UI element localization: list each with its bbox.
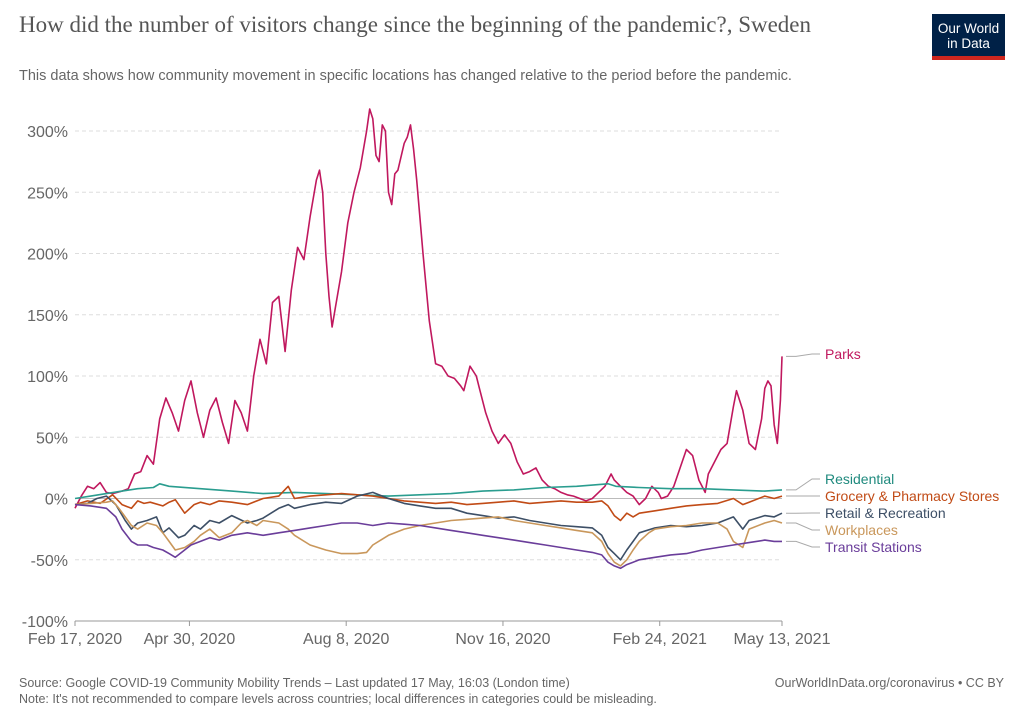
series-line-grocery-pharmacy-stores[interactable] (74, 485, 783, 522)
series-line-residential[interactable] (74, 483, 783, 500)
source-text: Source: Google COVID-19 Community Mobili… (19, 676, 570, 690)
x-tick-label: Apr 30, 2020 (144, 631, 236, 648)
legend-label[interactable]: Parks (825, 346, 861, 362)
series-layer (74, 108, 783, 570)
x-tick-label: May 13, 2021 (734, 631, 831, 648)
series-line-retail-recreation[interactable] (74, 491, 783, 561)
y-tick-label: -50% (31, 553, 68, 570)
legend-connector (786, 353, 820, 357)
legend-connector (786, 522, 820, 531)
legend-label[interactable]: Transit Stations (825, 539, 922, 555)
y-tick-label: 150% (27, 308, 68, 325)
y-tick-label: 250% (27, 185, 68, 202)
logo-line-2: in Data (947, 36, 990, 51)
legend-label[interactable]: Retail & Recreation (825, 505, 946, 521)
y-tick-label: 50% (36, 430, 68, 447)
y-tick-label: -100% (22, 614, 68, 631)
legend-label[interactable]: Workplaces (825, 522, 898, 538)
axis-layer: -100% -50% 0% 50% 100% 150% 200% 250% 300% Feb 17… (22, 124, 831, 648)
y-tick-label: 100% (27, 369, 68, 386)
y-tick-label: 200% (27, 247, 68, 264)
logo-line-1: Our World (937, 21, 1000, 36)
legend-connector (786, 540, 820, 548)
x-tick-label: Feb 24, 2021 (613, 631, 707, 648)
series-line-transit-stations[interactable] (74, 503, 782, 570)
y-tick-label: 0% (45, 492, 68, 509)
x-tick-label: Feb 17, 2020 (28, 631, 122, 648)
legend-label[interactable]: Residential (825, 471, 894, 487)
credit-link[interactable]: OurWorldInData.org/coronavirus • CC BY (774, 676, 1004, 690)
x-tick-label: Aug 8, 2020 (303, 631, 389, 648)
x-tick-label: Nov 16, 2020 (455, 631, 550, 648)
legend-connector (786, 478, 820, 491)
series-line-parks[interactable] (74, 108, 783, 509)
note-text: Note: It's not recommended to compare le… (19, 692, 657, 706)
chart-subtitle: This data shows how community movement i… (19, 68, 792, 84)
legend-label[interactable]: Grocery & Pharmacy Stores (825, 488, 999, 504)
series-line-workplaces[interactable] (74, 500, 783, 567)
grid-layer (75, 130, 782, 622)
chart-title: How did the number of visitors change si… (19, 12, 812, 37)
owid-logo[interactable]: Our World in Data (932, 14, 1005, 60)
y-tick-label: 300% (27, 124, 68, 141)
